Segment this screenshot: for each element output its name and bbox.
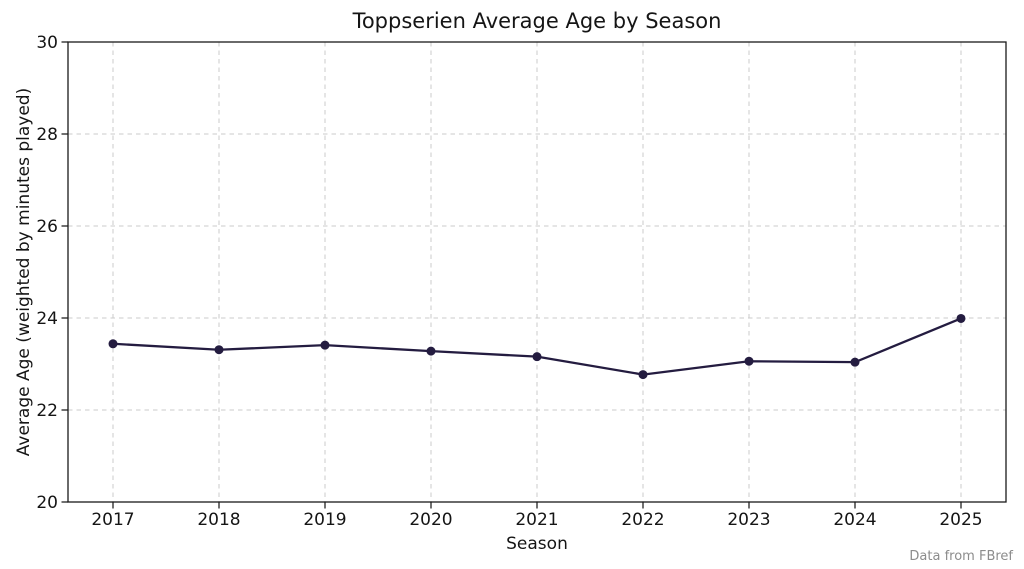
y-tick-label: 20 [36, 493, 58, 513]
x-tick-label: 2019 [303, 510, 346, 530]
chart-title: Toppserien Average Age by Season [352, 9, 722, 33]
x-tick-label: 2018 [197, 510, 240, 530]
data-points [108, 313, 966, 380]
x-tick-label: 2020 [409, 510, 452, 530]
footer-note: Data from FBref [909, 549, 1013, 564]
y-tick-label: 26 [36, 217, 58, 237]
data-point-2019 [320, 340, 330, 350]
data-point-2020 [426, 346, 436, 356]
data-point-2023 [744, 356, 754, 366]
y-tick-label: 24 [36, 309, 58, 329]
x-axis-label: Season [506, 534, 568, 554]
x-tick-label: 2023 [727, 510, 770, 530]
y-tick-label: 22 [36, 401, 58, 421]
data-point-2024 [850, 357, 860, 367]
data-point-2018 [214, 345, 224, 355]
x-tick-label: 2021 [515, 510, 558, 530]
plot-border [67, 41, 1007, 503]
x-tick-label: 2017 [91, 510, 134, 530]
data-point-2022 [638, 370, 648, 380]
axis-ticks [61, 41, 962, 509]
x-tick-label: 2025 [939, 510, 982, 530]
data-point-2017 [108, 339, 118, 349]
grid-layer [68, 41, 1006, 503]
y-axis-label: Average Age (weighted by minutes played) [14, 88, 34, 456]
x-tick-labels: 2017 2018 2019 2020 2021 2022 2023 2024 2025 [91, 510, 982, 530]
x-tick-label: 2024 [833, 510, 876, 530]
data-point-2021 [532, 352, 542, 362]
x-tick-label: 2022 [621, 510, 664, 530]
y-tick-labels: 20 22 24 26 28 30 [36, 33, 58, 513]
data-point-2025 [956, 313, 966, 323]
y-tick-label: 28 [36, 125, 58, 145]
y-tick-label: 30 [36, 33, 58, 53]
